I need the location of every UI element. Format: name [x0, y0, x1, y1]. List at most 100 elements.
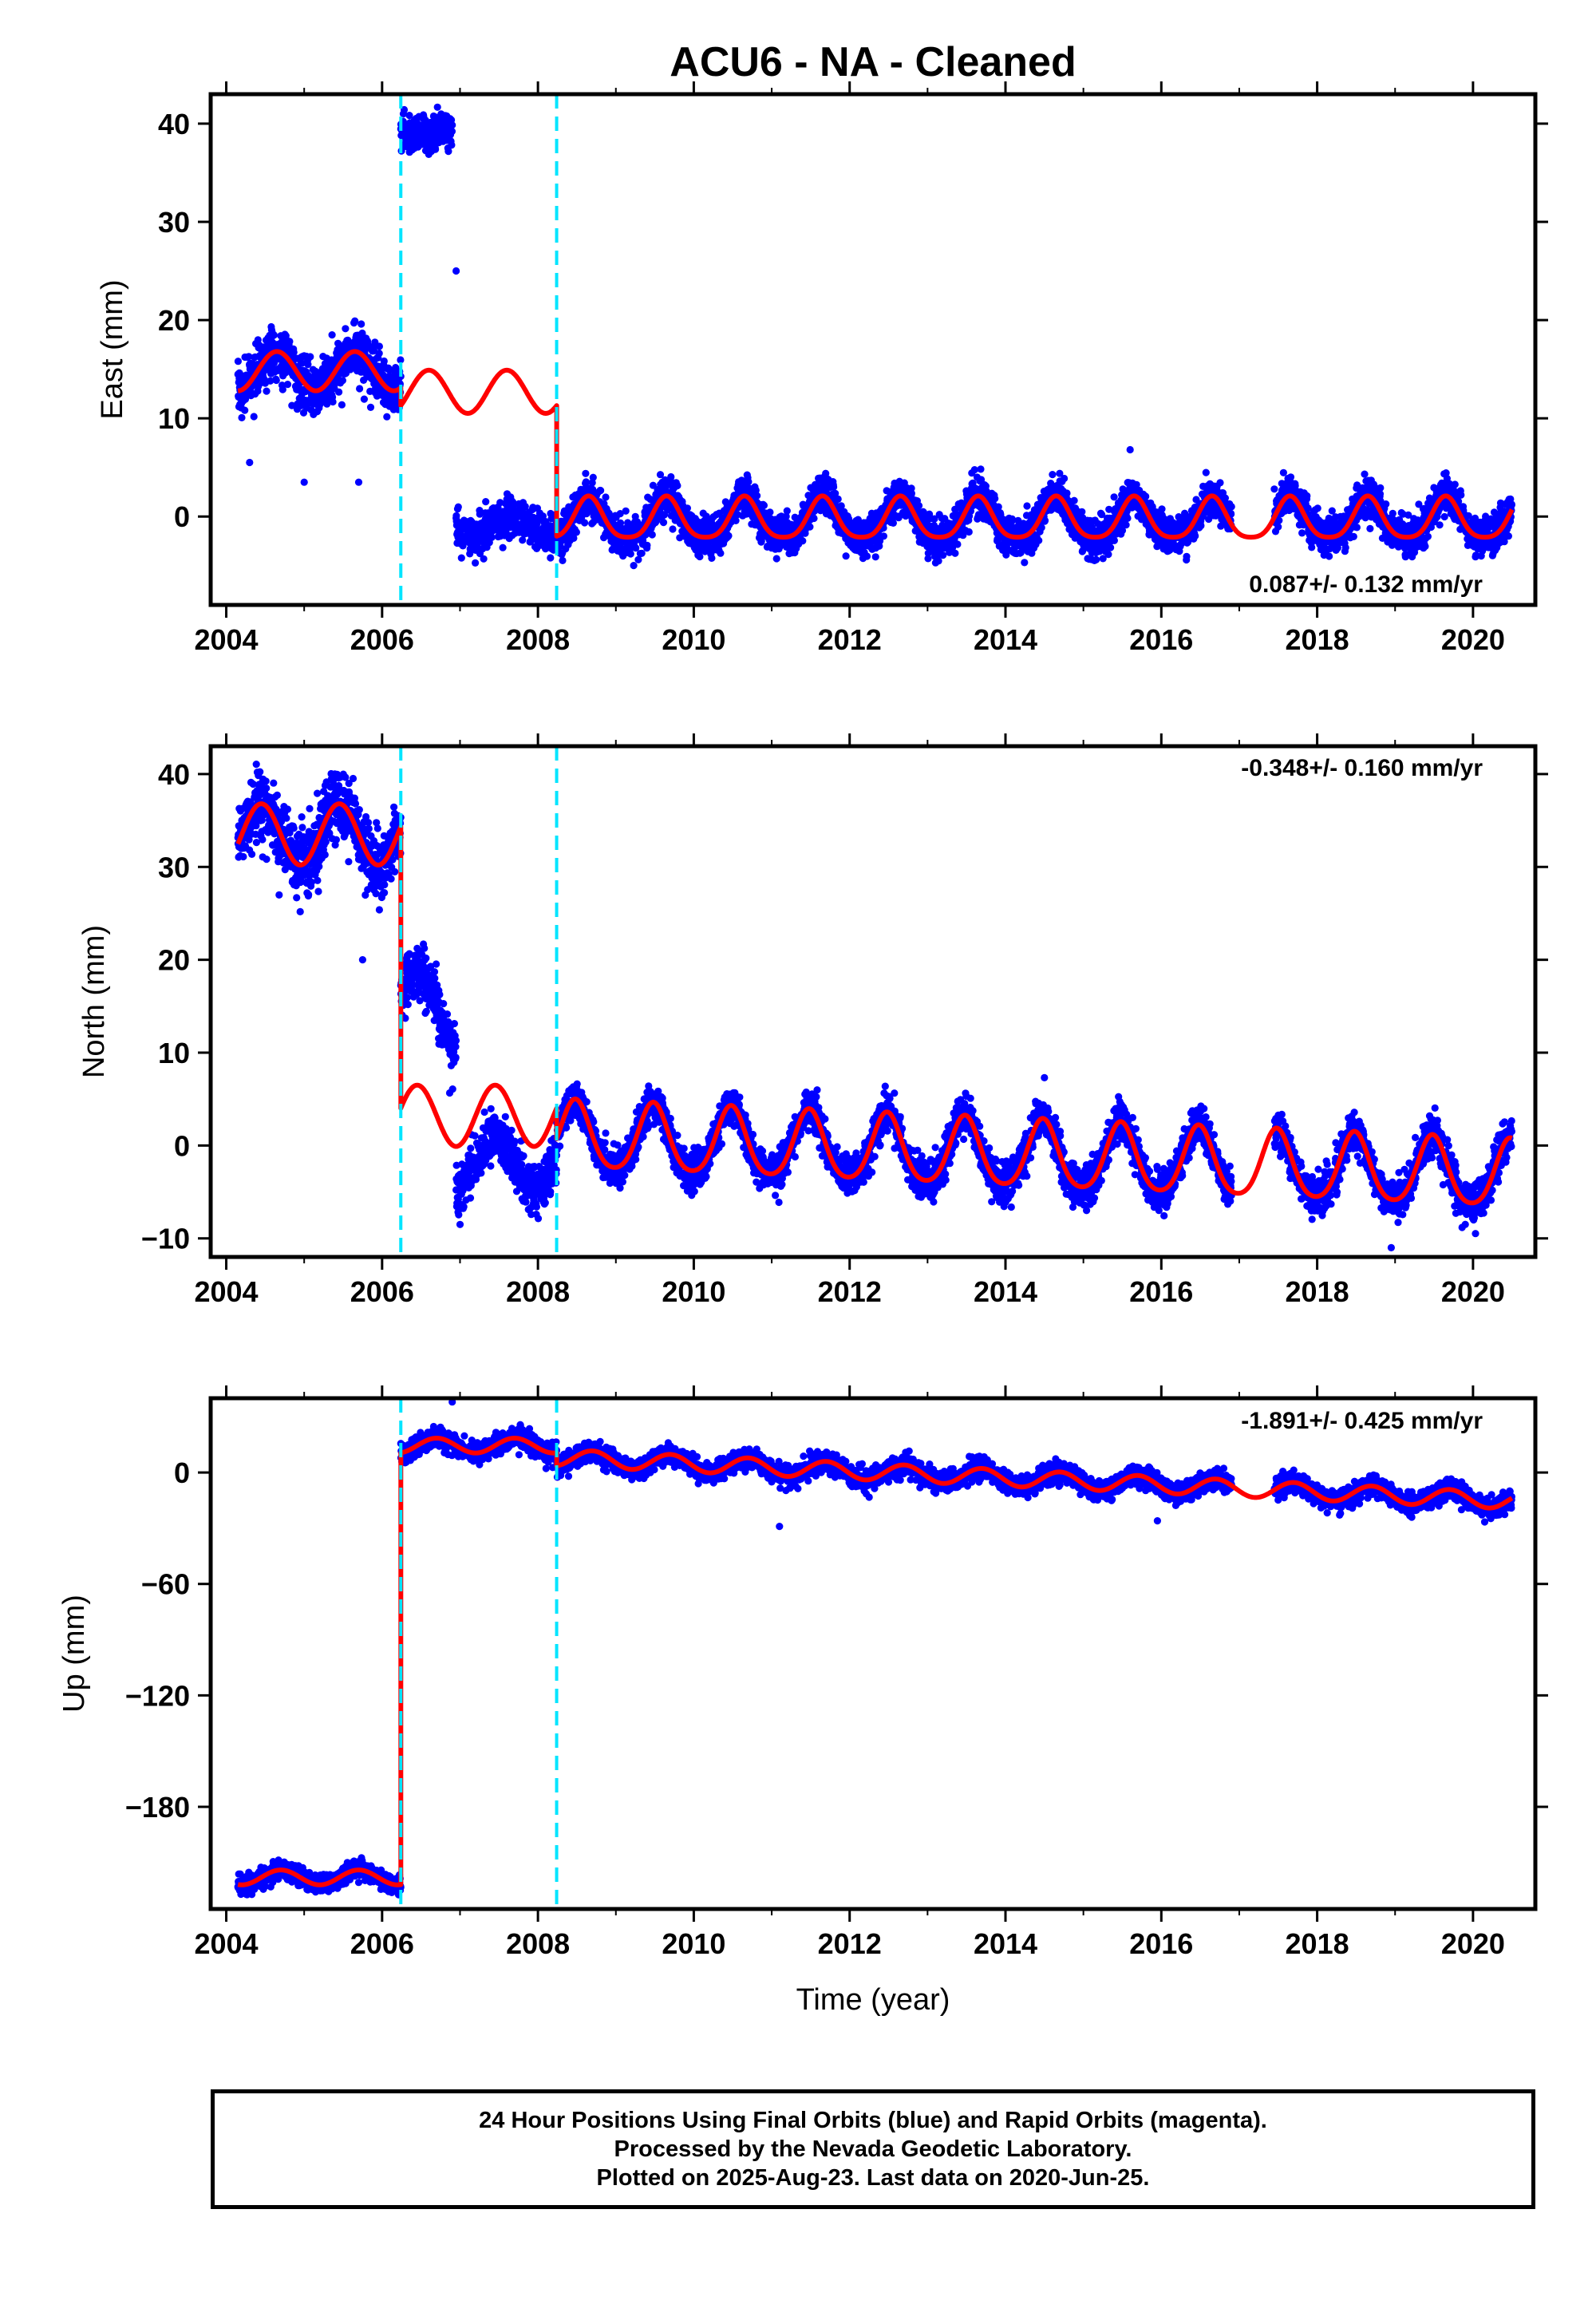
data-point: [977, 465, 985, 473]
data-point: [708, 554, 716, 563]
data-point: [638, 549, 646, 557]
data-point: [1274, 523, 1282, 531]
data-point: [1216, 479, 1224, 487]
data-point: [338, 401, 346, 409]
data-point: [954, 540, 962, 548]
data-point: [358, 320, 365, 328]
data-point: [934, 557, 942, 565]
data-point: [1124, 514, 1132, 523]
data-point: [1110, 493, 1118, 501]
data-point: [669, 525, 677, 533]
data-point: [667, 472, 675, 481]
data-point: [304, 361, 312, 369]
data-point: [356, 385, 364, 393]
data-point: [444, 148, 452, 156]
data-point: [482, 498, 490, 506]
data-point: [879, 532, 887, 540]
data-point: [939, 551, 947, 559]
data-point: [405, 112, 413, 120]
data-point: [991, 495, 999, 503]
data-point: [241, 406, 249, 414]
data-point: [830, 483, 838, 491]
data-point: [582, 478, 591, 486]
data-point: [272, 376, 280, 385]
data-point: [338, 377, 346, 385]
data-point: [1021, 559, 1029, 567]
data-point: [648, 531, 656, 539]
data-point: [286, 338, 294, 346]
data-point: [250, 413, 258, 421]
data-point: [1063, 489, 1071, 497]
data-point: [385, 366, 393, 373]
data-point: [772, 555, 780, 563]
data-point: [1110, 536, 1118, 544]
data-point: [915, 502, 923, 510]
data-point: [951, 549, 959, 557]
data-point: [328, 331, 336, 339]
data-point: [834, 495, 842, 504]
data-point: [597, 487, 605, 495]
data-point: [375, 350, 383, 358]
data-point: [760, 501, 768, 509]
data-point: [383, 413, 391, 421]
data-point: [1023, 502, 1031, 510]
data-point: [1107, 543, 1115, 551]
data-point: [1070, 496, 1078, 504]
data-point: [643, 541, 651, 549]
data-point: [298, 359, 306, 367]
data-point: [351, 317, 359, 325]
data-point: [842, 552, 850, 560]
data-point: [448, 141, 456, 149]
data-point: [1314, 504, 1321, 512]
data-point: [863, 552, 871, 560]
data-point: [871, 553, 879, 561]
data-point: [630, 562, 638, 570]
data-point: [454, 503, 462, 511]
data-point: [1142, 492, 1150, 500]
data-point: [245, 353, 253, 361]
data-point: [1191, 532, 1199, 540]
data-point: [1308, 543, 1316, 551]
data-point: [799, 537, 807, 545]
data-point: [1104, 551, 1112, 559]
data-point: [889, 519, 897, 528]
east-plot-area: [234, 94, 1515, 605]
data-point: [1341, 543, 1349, 551]
data-point: [432, 145, 440, 153]
data-point: [358, 329, 366, 338]
data-point: [1092, 555, 1100, 563]
data-point: [480, 555, 488, 563]
data-point: [270, 331, 278, 339]
data-point: [290, 348, 298, 356]
data-point: [559, 556, 567, 565]
data-point: [472, 559, 480, 567]
data-point: [1221, 494, 1229, 502]
data-point: [1202, 468, 1210, 476]
data-point: [1303, 492, 1311, 500]
data-point: [725, 532, 733, 540]
data-point: [696, 552, 704, 561]
data-point: [1049, 471, 1057, 479]
data-point: [397, 356, 405, 364]
data-point: [366, 403, 375, 411]
data-point: [622, 507, 630, 515]
data-point: [766, 508, 774, 516]
data-point: [263, 387, 271, 395]
data-point: [457, 554, 465, 562]
data-point: [907, 489, 915, 497]
data-point: [238, 413, 246, 422]
data-point: [547, 554, 555, 562]
data-point: [267, 377, 275, 385]
data-point: [745, 478, 753, 486]
data-point: [1061, 474, 1069, 483]
data-point: [582, 469, 590, 477]
data-point: [448, 121, 456, 129]
data-point: [783, 507, 791, 515]
data-point: [375, 342, 383, 350]
data-point: [279, 385, 286, 393]
data-point: [234, 358, 242, 366]
data-point: [306, 353, 314, 361]
data-point: [1279, 468, 1287, 476]
data-point: [335, 388, 343, 396]
